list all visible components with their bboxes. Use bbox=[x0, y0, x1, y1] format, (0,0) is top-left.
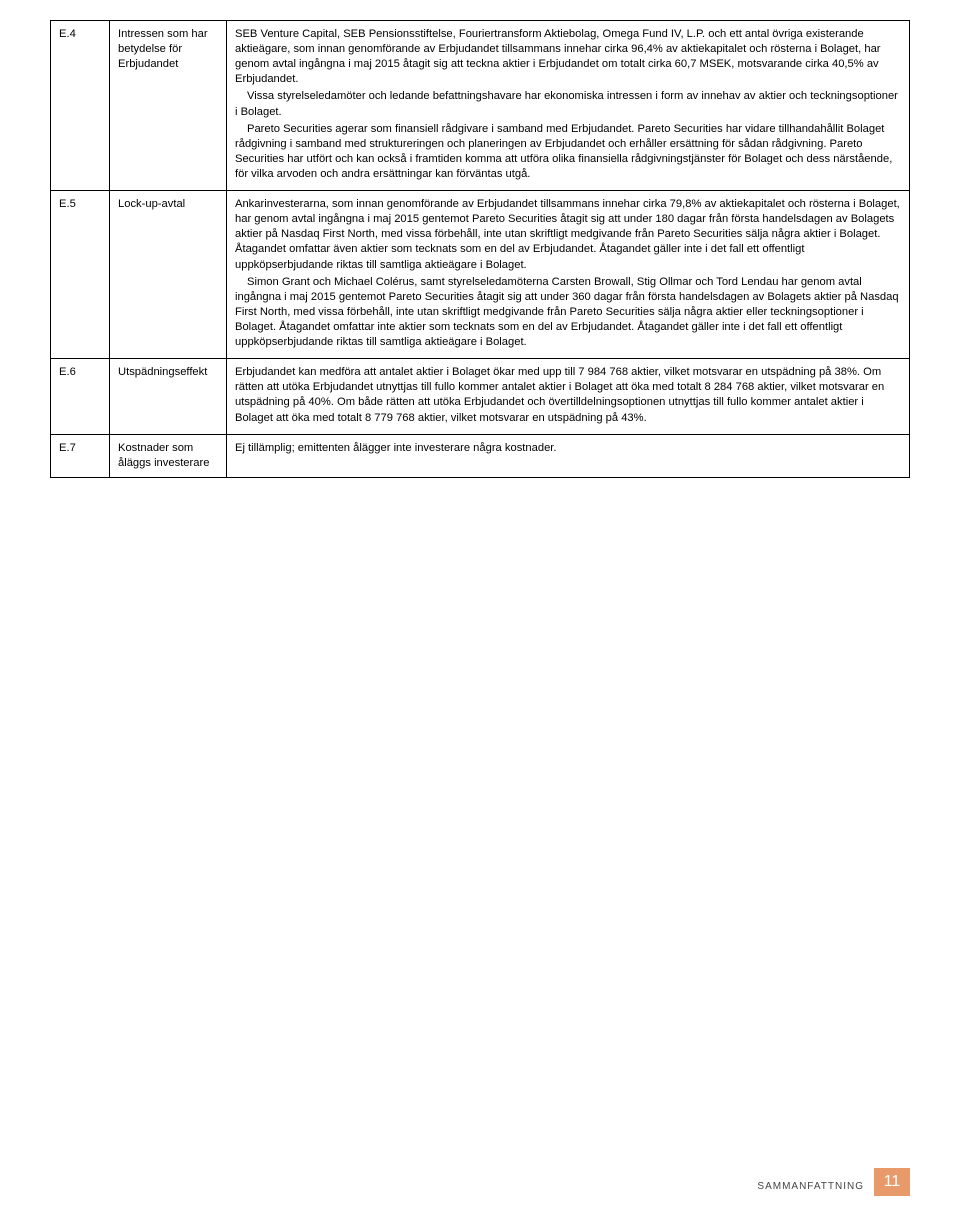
row-content: Ej tillämplig; emittenten ålägger inte i… bbox=[227, 434, 910, 477]
row-content: SEB Venture Capital, SEB Pensionsstiftel… bbox=[227, 21, 910, 191]
row-label: Kostnader som åläggs investerare bbox=[110, 434, 227, 477]
table-row: E.4Intressen som har betydelse för Erbju… bbox=[51, 21, 910, 191]
row-code: E.6 bbox=[51, 359, 110, 434]
row-content: Erbjudandet kan medföra att antalet akti… bbox=[227, 359, 910, 434]
content-paragraph: Ankarinvesterarna, som innan genomförand… bbox=[235, 197, 901, 273]
row-code: E.7 bbox=[51, 434, 110, 477]
row-content: Ankarinvesterarna, som innan genomförand… bbox=[227, 191, 910, 359]
row-label: Lock-up-avtal bbox=[110, 191, 227, 359]
content-paragraph: Ej tillämplig; emittenten ålägger inte i… bbox=[235, 441, 901, 456]
row-label: Utspädningseffekt bbox=[110, 359, 227, 434]
content-paragraph: Erbjudandet kan medföra att antalet akti… bbox=[235, 365, 901, 425]
row-label: Intressen som har betydelse för Erbjudan… bbox=[110, 21, 227, 191]
table-row: E.5Lock-up-avtalAnkarinvesterarna, som i… bbox=[51, 191, 910, 359]
footer-section-label: SAMMANFATTNING bbox=[757, 1181, 864, 1196]
definitions-table: E.4Intressen som har betydelse för Erbju… bbox=[50, 20, 910, 478]
row-code: E.5 bbox=[51, 191, 110, 359]
table-row: E.7Kostnader som åläggs investerare Ej ti… bbox=[51, 434, 910, 477]
content-paragraph: SEB Venture Capital, SEB Pensionsstiftel… bbox=[235, 27, 901, 87]
page-footer: SAMMANFATTNING 11 bbox=[757, 1168, 910, 1196]
content-paragraph: Simon Grant och Michael Colérus, samt st… bbox=[235, 275, 901, 351]
table-row: E.6UtspädningseffektErbjudandet kan medf… bbox=[51, 359, 910, 434]
content-paragraph: Vissa styrelseledamöter och ledande befa… bbox=[235, 89, 901, 119]
row-code: E.4 bbox=[51, 21, 110, 191]
page-number: 11 bbox=[874, 1168, 910, 1196]
content-paragraph: Pareto Securities agerar som finansiell … bbox=[235, 122, 901, 182]
